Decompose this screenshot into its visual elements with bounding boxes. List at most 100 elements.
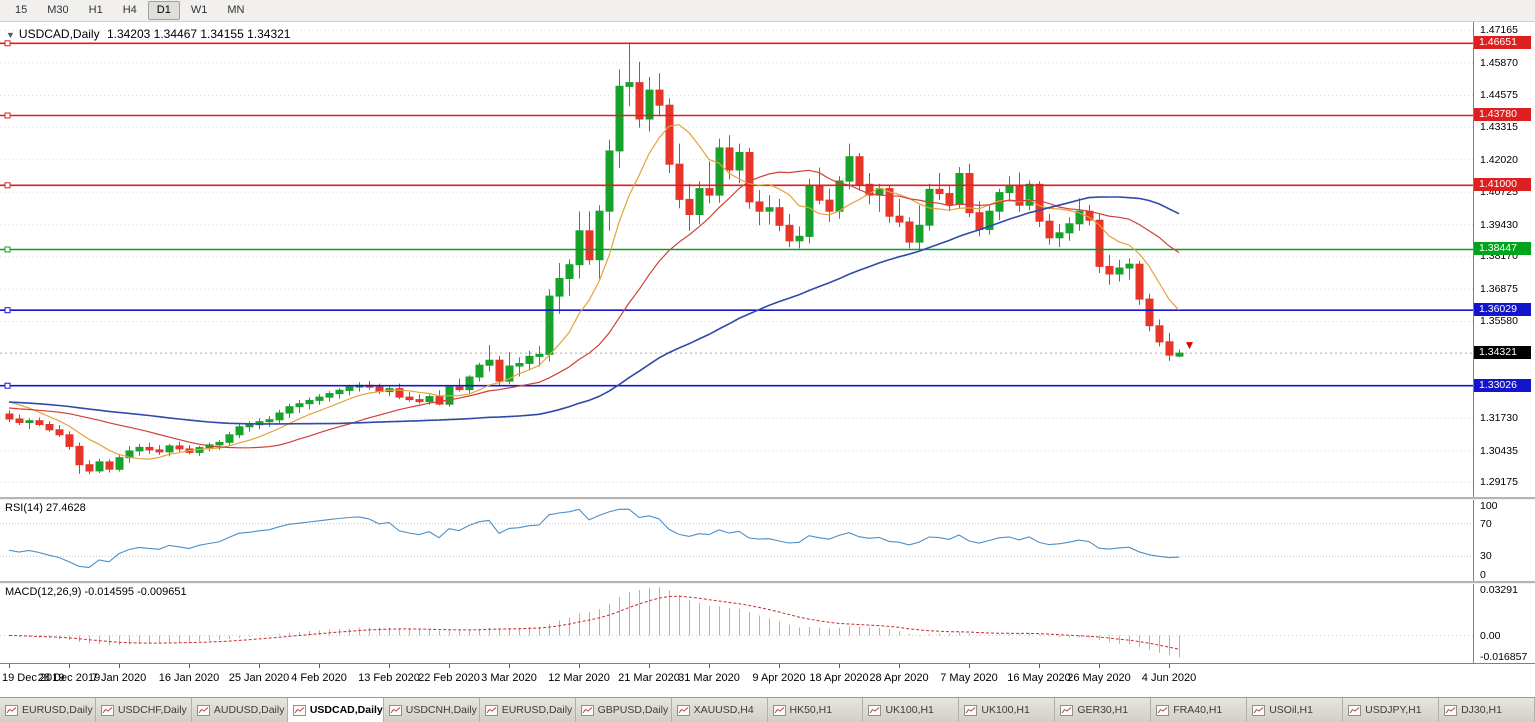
symbol-tab-usdchf-daily[interactable]: USDCHF,Daily — [95, 698, 192, 722]
symbol-tab-usdjpy-h1[interactable]: USDJPY,H1 — [1343, 698, 1440, 722]
line-handle[interactable] — [4, 246, 11, 253]
symbol-tab-bar: EURUSD,Daily USDCHF,Daily AUDUSD,Daily USDC… — [0, 697, 1535, 722]
date-axis[interactable]: 19 Dec 2019 28 Dec 2019 7 Jan 2020 16 Jan 2… — [0, 663, 1535, 697]
date-tick-mark — [899, 664, 900, 668]
date-tick-mark — [1039, 664, 1040, 668]
date-tick-mark — [709, 664, 710, 668]
macd-chart — [0, 587, 1473, 658]
price-tick-label: 1.44575 — [1480, 89, 1518, 101]
price-tick-label: -0.016857 — [1480, 651, 1528, 663]
date-tick-mark — [969, 664, 970, 668]
symbol-tab-label: USDCNH,Daily — [405, 704, 477, 716]
chart-thumbnail-icon — [1252, 704, 1266, 716]
chart-region[interactable]: ▼ USDCAD,Daily 1.34203 1.34467 1.34155 1.… — [0, 22, 1535, 697]
symbol-tab-label: UK100,H1 — [885, 704, 934, 716]
panel-divider[interactable] — [0, 581, 1535, 584]
date-label: 4 Feb 2020 — [291, 672, 347, 684]
moving-averages-layer — [8, 124, 1180, 460]
date-tick-mark — [1169, 664, 1170, 668]
line-handle[interactable] — [4, 40, 11, 47]
symbol-tab-xauusd-h4[interactable]: XAUUSD,H4 — [671, 698, 768, 722]
date-label: 12 Mar 2020 — [548, 672, 610, 684]
panel-divider[interactable] — [0, 497, 1535, 500]
symbol-tab-usoil-h1[interactable]: USOil,H1 — [1247, 698, 1344, 722]
symbol-tab-label: EURUSD,Daily — [501, 704, 573, 716]
price-tick-label: 0.03291 — [1480, 584, 1518, 596]
price-tick-label: 1.42020 — [1480, 154, 1518, 166]
date-tick-mark — [189, 664, 190, 668]
symbol-tab-eurusd-daily[interactable]: EURUSD,Daily — [479, 698, 576, 722]
symbol-tab-label: AUDUSD,Daily — [213, 704, 285, 716]
date-tick-mark — [9, 664, 10, 668]
symbol-tab-dj30-h1[interactable]: DJ30,H1 — [1439, 698, 1535, 722]
price-tick-label: 0 — [1480, 569, 1486, 581]
date-label: 9 Apr 2020 — [752, 672, 806, 684]
date-label: 22 Feb 2020 — [418, 672, 480, 684]
date-label: 19 Dec 2019 — [2, 672, 65, 684]
hline-price-tag: 1.46651 — [1474, 36, 1531, 49]
symbol-tab-gbpusd-daily[interactable]: GBPUSD,Daily — [575, 698, 672, 722]
symbol-tab-usdcad-daily[interactable]: USDCAD,Daily — [287, 698, 384, 722]
chart-thumbnail-icon — [5, 704, 18, 716]
ma-fast-line — [8, 124, 1180, 460]
timeframe-button-m30[interactable]: M30 — [47, 4, 69, 16]
symbol-tab-usdcnh-daily[interactable]: USDCNH,Daily — [383, 698, 480, 722]
symbol-tab-label: EURUSD,Daily — [22, 704, 93, 716]
symbol-tab-audusd-daily[interactable]: AUDUSD,Daily — [191, 698, 288, 722]
symbol-tab-label: USDCAD,Daily — [309, 704, 383, 716]
price-tick-label: 1.30435 — [1480, 445, 1518, 457]
line-handle[interactable] — [4, 112, 11, 119]
date-label: 16 Jan 2020 — [158, 672, 220, 684]
date-label: 3 Mar 2020 — [481, 672, 537, 684]
symbol-tab-uk100-h1[interactable]: UK100,H1 — [863, 698, 960, 722]
timeframe-toolbar: 15 M30 H1 H4 D1 W1 MN — [0, 0, 1535, 22]
chart-thumbnail-icon — [868, 704, 882, 716]
macd-panel[interactable]: MACD(12,26,9) -0.014595 -0.009651 — [0, 583, 1473, 663]
price-tick-label: 0.00 — [1480, 630, 1501, 642]
sell-arrow-marker[interactable] — [1186, 342, 1193, 350]
price-tick-label: 1.39430 — [1480, 219, 1518, 231]
date-label: 26 May 2020 — [1067, 672, 1131, 684]
timeframe-button-h1[interactable]: H1 — [88, 4, 103, 16]
line-handle[interactable] — [4, 382, 11, 389]
symbol-tab-eurusd-daily[interactable]: EURUSD,Daily — [0, 698, 96, 722]
chart-thumbnail-icon — [676, 704, 690, 716]
symbol-tab-fra40-h1[interactable]: FRA40,H1 — [1151, 698, 1248, 722]
date-tick-mark — [259, 664, 260, 668]
price-tick-label: 1.43315 — [1480, 121, 1518, 133]
timeframe-button-h4[interactable]: H4 — [122, 4, 137, 16]
main-chart-panel[interactable]: ▼ USDCAD,Daily 1.34203 1.34467 1.34155 1.… — [0, 22, 1473, 497]
date-label: 7 May 2020 — [940, 672, 998, 684]
chart-thumbnail-icon — [772, 704, 786, 716]
symbol-tab-label: USOil,H1 — [1269, 704, 1313, 716]
timeframe-button-mn[interactable]: MN — [227, 4, 245, 16]
symbol-tab-label: FRA40,H1 — [1173, 704, 1223, 716]
line-handle[interactable] — [4, 182, 11, 189]
rsi-panel[interactable]: RSI(14) 27.4628 — [0, 499, 1473, 581]
chart-thumbnail-icon — [1444, 704, 1458, 716]
price-axis[interactable]: 1.47165 1.45870 1.44575 1.43315 1.42020 1.407… — [1473, 22, 1535, 663]
date-label: 4 Jun 2020 — [1141, 672, 1197, 684]
chart-thumbnail-icon — [1156, 704, 1170, 716]
macd-label: MACD(12,26,9) -0.014595 -0.009651 — [5, 586, 187, 598]
timeframe-button-15[interactable]: 15 — [15, 4, 28, 16]
symbol-tab-ger30-h1[interactable]: GER30,H1 — [1055, 698, 1152, 722]
symbol-tab-label: GBPUSD,Daily — [597, 704, 669, 716]
symbol-tab-label: DJ30,H1 — [1461, 704, 1502, 716]
line-handle[interactable] — [4, 307, 11, 314]
chart-thumbnail-icon — [1060, 704, 1074, 716]
symbol-tab-hk50-h1[interactable]: HK50,H1 — [767, 698, 864, 722]
collapse-arrow-icon[interactable]: ▼ — [6, 30, 15, 40]
chart-symbol-label: USDCAD,Daily — [18, 27, 100, 41]
hline-price-tag: 1.41000 — [1474, 178, 1531, 191]
hline-price-tag: 1.43780 — [1474, 108, 1531, 121]
timeframe-button-d1[interactable]: D1 — [147, 1, 180, 20]
chart-thumbnail-icon — [484, 704, 498, 716]
timeframe-button-w1[interactable]: W1 — [190, 4, 208, 16]
symbol-tab-label: GER30,H1 — [1077, 704, 1129, 716]
symbol-tab-uk100-h1[interactable]: UK100,H1 — [959, 698, 1056, 722]
date-tick-mark — [779, 664, 780, 668]
price-tick-label: 1.45870 — [1480, 57, 1518, 69]
price-tick-label: 1.36875 — [1480, 283, 1518, 295]
